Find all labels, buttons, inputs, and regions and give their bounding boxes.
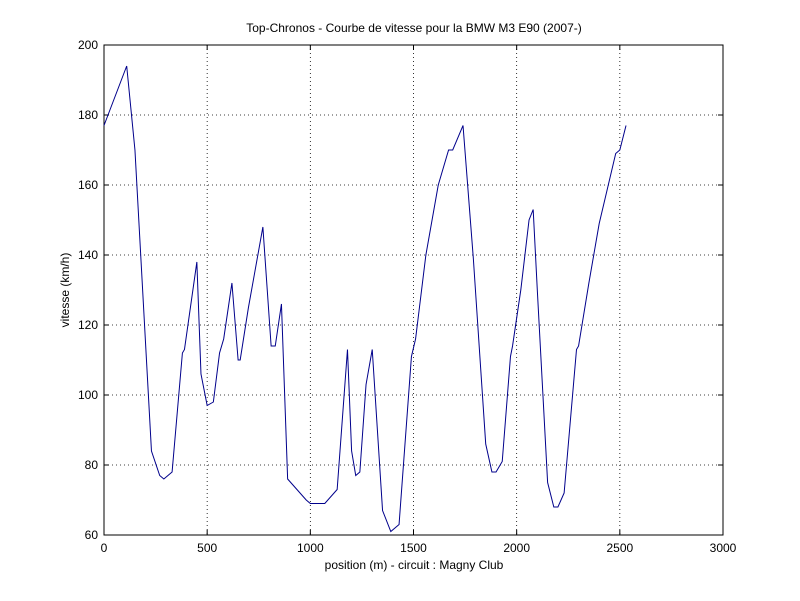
x-tick-label: 3000	[710, 541, 737, 555]
x-tick-label: 1000	[297, 541, 324, 555]
chart-title: Top-Chronos - Courbe de vitesse pour la …	[246, 21, 581, 35]
y-tick-label: 140	[78, 248, 98, 262]
y-tick-label: 120	[78, 318, 98, 332]
y-tick-label: 180	[78, 108, 98, 122]
x-tick-label: 0	[101, 541, 108, 555]
plot-frame	[103, 44, 724, 536]
y-tick-label: 80	[85, 458, 99, 472]
y-tick-label: 60	[85, 528, 99, 542]
data-line	[103, 65, 627, 533]
x-tick-label: 2000	[503, 541, 530, 555]
x-tick-label: 500	[197, 541, 217, 555]
y-axis-label: vitesse (km/h)	[58, 253, 72, 328]
x-axis-label: position (m) - circuit : Magny Club	[325, 558, 504, 572]
y-tick-label: 100	[78, 388, 98, 402]
y-tick-label: 160	[78, 178, 98, 192]
x-tick-label: 2500	[606, 541, 633, 555]
x-tick-label: 1500	[400, 541, 427, 555]
y-tick-label: 200	[78, 38, 98, 52]
